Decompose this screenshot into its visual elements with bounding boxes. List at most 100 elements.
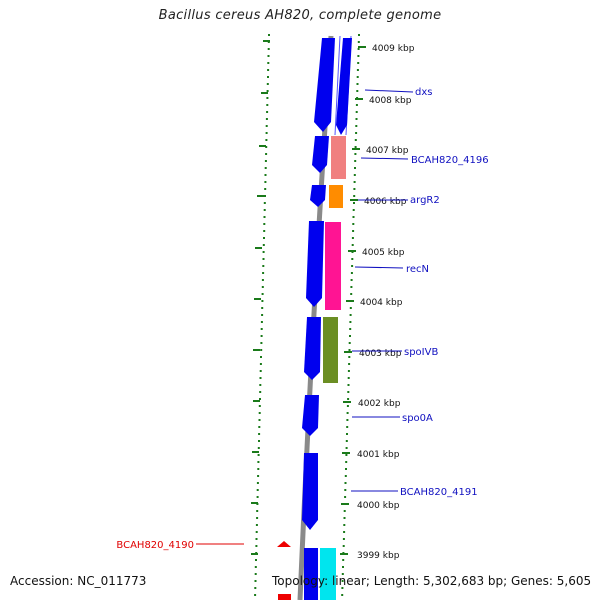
gene-label-spoIVB[interactable]: spoIVB <box>404 347 438 358</box>
gc-dot-left <box>264 167 267 169</box>
gene-4190-arrow[interactable] <box>277 541 291 547</box>
gc-dot-right <box>353 188 356 190</box>
gc-dot-right <box>344 496 347 498</box>
gc-dot-right <box>346 412 349 414</box>
gc-dot-left <box>257 468 260 470</box>
gc-dot-right <box>356 69 359 71</box>
gc-dot-left <box>267 55 270 57</box>
tick-label: 4000 kbp <box>357 501 400 511</box>
gene-BCAH820-4196[interactable] <box>331 136 346 179</box>
gc-dot-left <box>258 426 261 428</box>
gene-dxs-forward[interactable] <box>314 38 335 132</box>
gc-dot-right <box>357 48 360 50</box>
gc-dot-right <box>355 104 358 106</box>
gene-4190-block[interactable] <box>278 594 291 600</box>
gc-dot-left <box>258 412 261 414</box>
accession-text: Accession: NC_011773 <box>10 574 147 588</box>
gc-dash-left <box>259 145 266 147</box>
gene-argR2-forward[interactable] <box>310 185 326 207</box>
gene-spoIVB-forward[interactable] <box>304 317 321 380</box>
gc-dot-left <box>268 34 270 36</box>
gene-label-BCAH820-4191[interactable]: BCAH820_4191 <box>400 487 478 498</box>
gc-dot-right <box>357 55 360 57</box>
gc-dot-left <box>259 384 262 386</box>
gc-dash-left <box>252 451 259 453</box>
tick-label: 4001 kbp <box>357 450 400 460</box>
gc-dot-right <box>352 223 355 225</box>
gc-dot-right <box>353 195 356 197</box>
leader-recN <box>354 266 404 269</box>
gc-dot-left <box>260 356 262 358</box>
gc-dot-right <box>352 230 355 232</box>
gc-dot-left <box>255 545 258 547</box>
gc-dot-left <box>267 69 270 71</box>
gc-dot-left <box>261 286 264 288</box>
gene-argR2[interactable] <box>329 185 343 208</box>
gc-dash-left <box>253 349 260 351</box>
gc-dot-left <box>265 139 268 141</box>
gc-dot-left <box>260 335 263 337</box>
tick-label: 4007 kbp <box>366 146 409 156</box>
leader-dxs <box>364 89 414 93</box>
gc-dash-left <box>263 40 270 42</box>
gc-dot-left <box>263 223 266 225</box>
gene-4196-forward[interactable] <box>312 136 329 173</box>
gc-dot-right <box>350 286 353 288</box>
gc-dot-left <box>262 272 265 274</box>
gc-dot-right <box>345 468 347 470</box>
gc-dot-right <box>351 265 354 267</box>
gc-dot-left <box>261 314 264 316</box>
gene-label-spo0A[interactable]: spo0A <box>402 413 433 424</box>
gc-dot-right <box>351 258 354 260</box>
gc-dot-right <box>342 566 344 568</box>
gc-dot-right <box>344 489 347 491</box>
gene-recN-forward[interactable] <box>306 221 324 307</box>
gc-dot-left <box>258 405 261 407</box>
tick-label: 4003 kbp <box>359 349 402 359</box>
gene-lower-forward[interactable] <box>304 548 318 600</box>
gc-dot-left <box>254 587 257 589</box>
gc-dot-left <box>267 76 269 78</box>
gene-4191-forward[interactable] <box>302 453 318 530</box>
gene-cyan[interactable] <box>320 548 336 600</box>
gc-dash-left <box>255 247 262 249</box>
gc-dot-left <box>257 454 260 456</box>
gc-dot-right <box>356 76 359 78</box>
gene-label-dxs[interactable]: dxs <box>415 87 432 98</box>
gc-dot-left <box>256 517 259 519</box>
gc-dot-right <box>345 454 348 456</box>
gene-spoIVB[interactable] <box>323 317 338 383</box>
gc-dot-right <box>347 398 350 400</box>
gc-dot-left <box>264 174 267 176</box>
gc-dot-right <box>355 125 358 127</box>
gc-dot-left <box>261 307 264 309</box>
gene-spo0A-forward[interactable] <box>302 395 319 436</box>
gc-dot-left <box>263 216 266 218</box>
gc-dot-left <box>266 97 269 99</box>
gc-dot-left <box>255 524 258 526</box>
gene-label-argR2[interactable]: argR2 <box>410 195 440 206</box>
gene-label-BCAH820-4196[interactable]: BCAH820_4196 <box>411 155 489 166</box>
gc-dot-right <box>349 328 352 330</box>
gc-dot-right <box>350 279 353 281</box>
gene-dxs-lane2[interactable] <box>336 38 352 135</box>
gene-label-recN[interactable]: recN <box>406 264 429 275</box>
gc-dot-right <box>355 118 358 120</box>
gc-dot-right <box>352 216 355 218</box>
gc-dot-left <box>266 111 269 113</box>
gene-label-BCAH820-4190[interactable]: BCAH820_4190 <box>116 540 194 551</box>
gc-dot-left <box>261 279 264 281</box>
gene-recN[interactable] <box>325 222 341 310</box>
gc-dot-right <box>357 41 360 43</box>
gc-dash-left <box>254 298 261 300</box>
gc-dot-left <box>267 62 270 64</box>
gc-dot-left <box>265 146 268 148</box>
gc-dot-left <box>261 293 264 295</box>
gc-dot-right <box>343 517 346 519</box>
gc-dot-right <box>342 538 345 540</box>
gc-dot-left <box>259 363 262 365</box>
gc-skew-track <box>251 34 360 596</box>
gc-dot-left <box>255 538 258 540</box>
gc-dot-right <box>356 83 359 85</box>
